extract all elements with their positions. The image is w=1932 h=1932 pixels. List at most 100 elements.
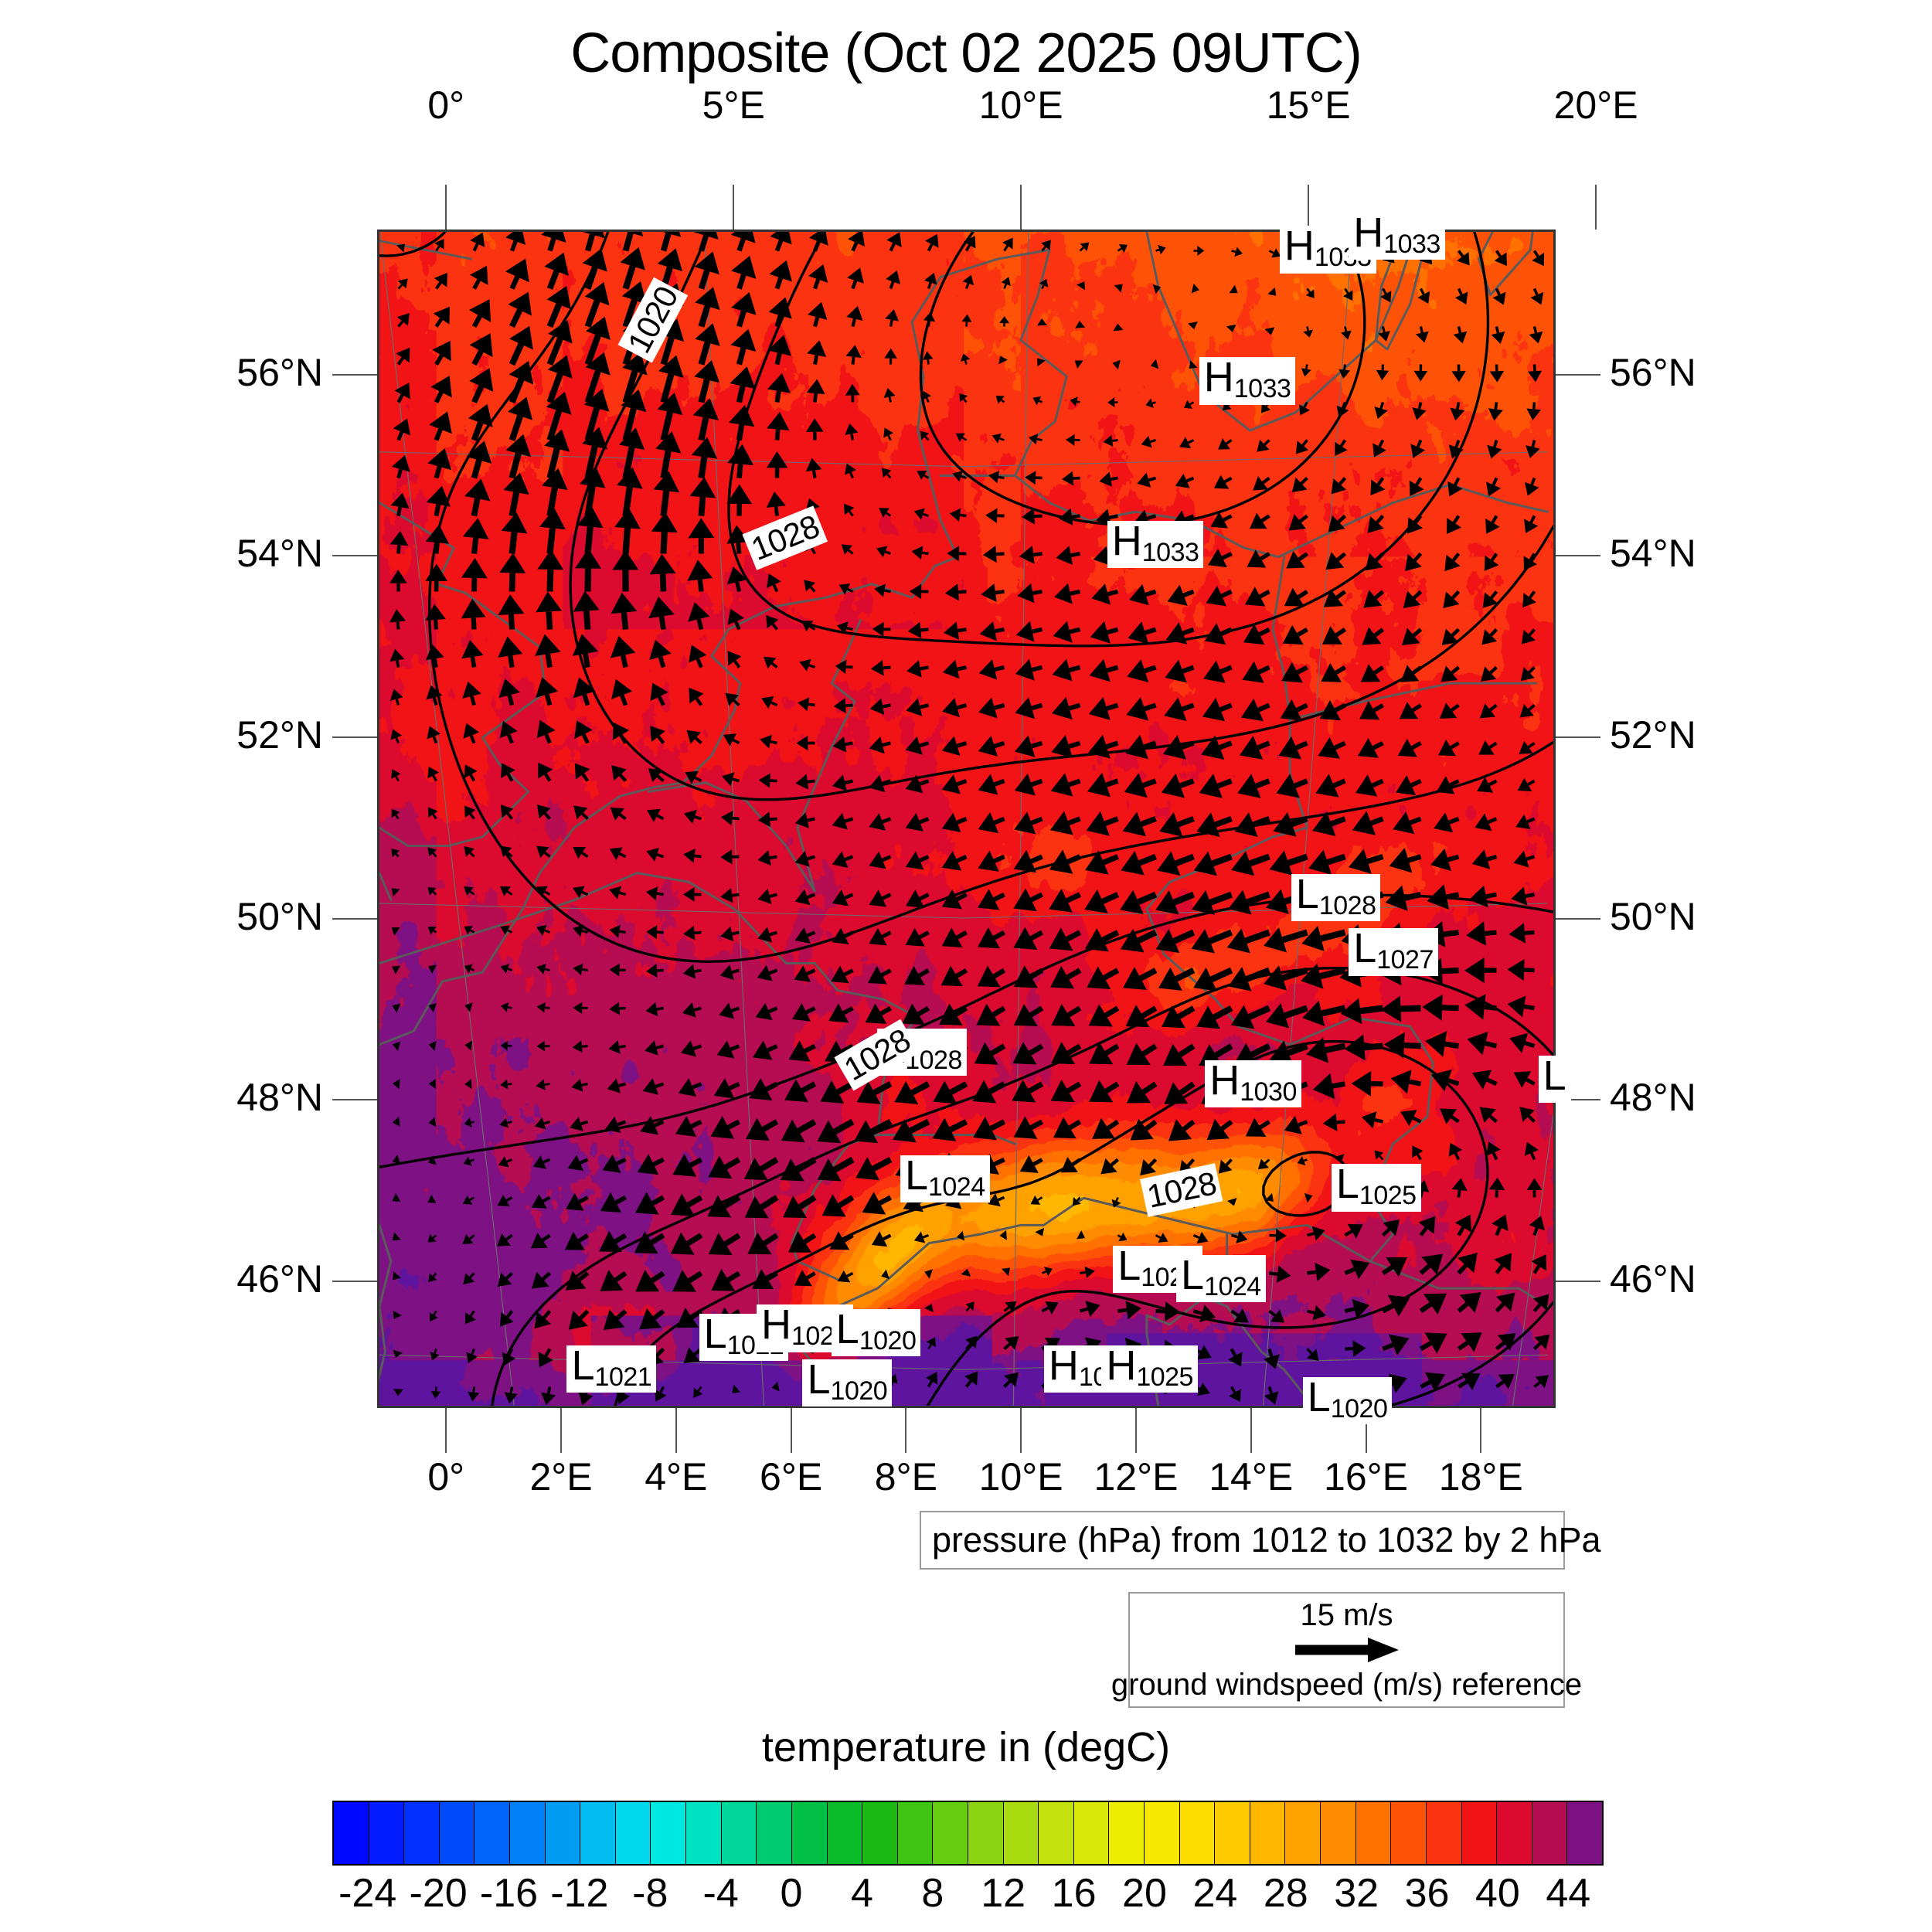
- pressure-center-type: H: [1203, 354, 1234, 401]
- axis-tick: [790, 1408, 792, 1453]
- colorbar-cell: [1391, 1802, 1427, 1864]
- top-axis-label: 10°E: [978, 83, 1063, 127]
- low-pressure-marker: L1020: [831, 1306, 921, 1357]
- wind-arrow-icon: [1294, 1638, 1399, 1662]
- high-pressure-marker: H1030: [1205, 1060, 1301, 1107]
- axis-tick: [1556, 917, 1600, 920]
- bottom-axis-label: 18°E: [1438, 1455, 1523, 1498]
- high-pressure-marker: H1025: [1101, 1345, 1198, 1393]
- pressure-center-type: L: [807, 1355, 831, 1403]
- axis-tick: [445, 1408, 447, 1453]
- colorbar-cell: [1321, 1802, 1356, 1864]
- colorbar-cell: [404, 1802, 440, 1864]
- map-plot-area: [377, 230, 1556, 1408]
- colorbar-tick-label: 0: [780, 1871, 803, 1916]
- colorbar-tick-label: 36: [1404, 1871, 1450, 1916]
- pressure-center-type: L: [571, 1342, 595, 1389]
- wind-reference-value: 15 m/s: [1300, 1598, 1393, 1632]
- colorbar-cell: [651, 1802, 687, 1864]
- colorbar-cell: [1532, 1802, 1568, 1864]
- colorbar-cell: [1285, 1802, 1321, 1864]
- low-pressure-marker: L1024: [1176, 1254, 1266, 1303]
- colorbar-cell: [474, 1802, 511, 1864]
- top-axis-label: 0°: [427, 83, 465, 127]
- left-axis-label: 48°N: [236, 1076, 323, 1120]
- axis-tick: [332, 736, 377, 738]
- pressure-center-value: 1030: [1240, 1077, 1297, 1107]
- bottom-axis-label: 8°E: [874, 1455, 937, 1498]
- colorbar-cell: [791, 1802, 828, 1864]
- colorbar-tick-label: 16: [1051, 1871, 1097, 1916]
- temperature-colorbar: [332, 1801, 1604, 1866]
- colorbar-tick-label: -12: [550, 1871, 609, 1916]
- pressure-center-type: L: [904, 1151, 928, 1199]
- colorbar-cell: [1039, 1802, 1074, 1864]
- low-pressure-marker: L1027: [1349, 927, 1438, 976]
- pressure-center-value: 1021: [594, 1362, 652, 1393]
- pressure-center-value: 1033: [1233, 374, 1291, 404]
- pressure-center-value: 1024: [1204, 1271, 1261, 1301]
- colorbar-tick-label: 28: [1263, 1871, 1308, 1916]
- colorbar-tick-label: 4: [850, 1871, 873, 1916]
- pressure-center-type: H: [1209, 1056, 1240, 1104]
- colorbar-cell: [757, 1802, 792, 1864]
- colorbar-cell: [334, 1802, 369, 1864]
- colorbar-cell: [862, 1802, 898, 1864]
- pressure-center-type: H: [760, 1301, 791, 1349]
- wind-vectors: [389, 232, 1550, 1406]
- left-axis-label: 50°N: [236, 894, 323, 938]
- pressure-center-type: H: [1048, 1342, 1079, 1389]
- colorbar-cell: [545, 1802, 581, 1864]
- colorbar-cell: [1109, 1802, 1145, 1864]
- right-axis-label: 54°N: [1610, 532, 1696, 576]
- bottom-axis-label: 4°E: [645, 1455, 708, 1498]
- pressure-center-type: H: [1284, 223, 1315, 270]
- left-axis-label: 52°N: [236, 713, 323, 757]
- low-pressure-marker: L1020: [802, 1355, 893, 1406]
- high-pressure-marker: H1033: [1199, 354, 1296, 405]
- pressure-center-value: 1020: [1330, 1394, 1388, 1424]
- pressure-center-type: L: [835, 1306, 859, 1353]
- right-axis-label: 52°N: [1610, 713, 1696, 757]
- colorbar-cell: [510, 1802, 546, 1864]
- pressure-center-value: 1033: [1141, 537, 1199, 567]
- colorbar-tick-label: 24: [1192, 1871, 1238, 1916]
- pressure-center-value: 1025: [1359, 1181, 1417, 1211]
- axis-tick: [675, 1408, 677, 1453]
- axis-tick: [332, 555, 377, 557]
- colorbar-cell: [897, 1802, 934, 1864]
- colorbar-cell: [1426, 1802, 1462, 1864]
- pressure-center-type: L: [1307, 1374, 1331, 1421]
- pressure-center-type: L: [1295, 871, 1319, 918]
- pressure-center-type: H: [1111, 517, 1142, 564]
- colorbar-cell: [1250, 1802, 1286, 1864]
- isobar-and-wind-overlay: [379, 232, 1553, 1406]
- low-pressure-marker: L1025: [1331, 1163, 1421, 1212]
- pressure-center-value: 1033: [1383, 229, 1440, 259]
- bottom-axis-label: 6°E: [760, 1455, 823, 1498]
- colorbar-tick-label: -16: [479, 1871, 539, 1916]
- colorbar-cell: [580, 1802, 616, 1864]
- axis-tick: [1556, 736, 1600, 738]
- bottom-axis-label: 12°E: [1094, 1455, 1179, 1498]
- pressure-center-value: 1025: [1136, 1362, 1193, 1393]
- high-pressure-marker: H1033: [1107, 517, 1204, 568]
- colorbar-cell: [439, 1802, 475, 1864]
- low-pressure-marker: L1024: [900, 1155, 990, 1202]
- pressure-center-type: H: [1353, 209, 1384, 256]
- wind-reference-legend-box: 15 m/s ground windspeed (m/s) reference: [1111, 1592, 1582, 1708]
- pressure-center-value: 1020: [830, 1376, 888, 1406]
- low-pressure-marker: L1021: [566, 1342, 657, 1393]
- bottom-axis-label: 14°E: [1209, 1455, 1294, 1498]
- colorbar-cell: [968, 1802, 1004, 1864]
- axis-tick: [1556, 1280, 1600, 1282]
- colorbar-tick-label: -24: [338, 1871, 397, 1916]
- left-axis-label: 56°N: [236, 350, 323, 394]
- page-title: Composite (Oct 02 2025 09UTC): [570, 22, 1362, 84]
- axis-tick: [733, 185, 735, 230]
- colorbar-cell: [615, 1802, 651, 1864]
- colorbar-cell: [1567, 1802, 1602, 1864]
- pressure-legend-box: pressure (hPa) from 1012 to 1032 by 2 hP…: [920, 1511, 1601, 1570]
- bottom-axis-label: 0°: [427, 1455, 465, 1498]
- low-pressure-marker: L: [1538, 1055, 1571, 1103]
